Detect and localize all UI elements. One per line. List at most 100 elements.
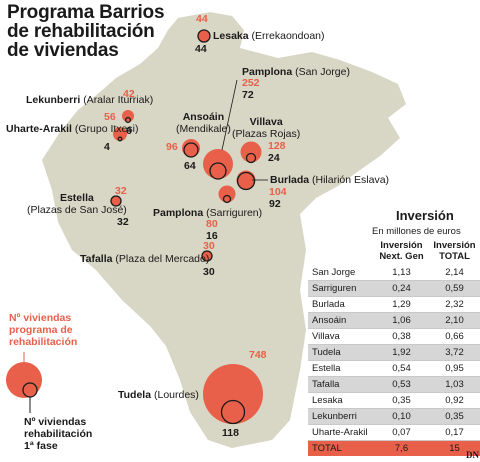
total-next-gen: 7,6 — [374, 440, 429, 456]
row-total: 2,14 — [429, 265, 480, 281]
row-total: 0,95 — [429, 360, 480, 377]
place-name: Ansoáin — [182, 111, 225, 123]
row-place: Burlada — [308, 296, 374, 313]
place-detail: (Plazas Rojas) — [232, 128, 301, 140]
tafalla-fase1-count: 30 — [203, 266, 215, 278]
header-next-gen: Inversión Next. Gen — [374, 239, 429, 265]
legend-programa: Nº viviendas programa de rehabilitación — [9, 312, 77, 348]
estella-label: Estella (Plazas de San José) — [27, 192, 127, 216]
lesaka-label: Lesaka (Errekaondoan) — [213, 30, 325, 42]
lekunberri-fase1-count: 6 — [126, 125, 132, 137]
bubble-villava — [240, 141, 262, 164]
tafalla-label: Tafalla (Plaza del Mercado) — [80, 253, 209, 265]
sarriguren-fase1-count: 16 — [206, 230, 218, 242]
burlada-programa-count: 104 — [269, 186, 287, 198]
uharte-arakil-fase1-count: 4 — [104, 141, 110, 153]
place-name: Pamplona — [242, 66, 293, 78]
row-total: 0,66 — [429, 328, 480, 345]
table-row: Villava 0,38 0,66 — [308, 328, 480, 345]
place-detail: (Errekaondoan) — [251, 30, 325, 42]
villava-fase1-count: 24 — [268, 152, 280, 164]
lekunberri-programa-count: 42 — [123, 88, 135, 100]
title-line: de viviendas — [7, 40, 119, 61]
row-next-gen: 0,53 — [374, 376, 429, 393]
place-detail: (Grupo Itxesi) — [74, 123, 139, 135]
row-total: 0,92 — [429, 392, 480, 409]
header-total: Inversión TOTAL — [429, 239, 480, 265]
row-place: Tudela — [308, 344, 374, 361]
table-row: Tafalla 0,53 1,03 — [308, 376, 480, 393]
table-row: Ansoáin 1,06 2,10 — [308, 312, 480, 329]
row-total: 0,35 — [429, 408, 480, 425]
table-row: Burlada 1,29 2,32 — [308, 296, 480, 313]
bubble-tudela — [203, 364, 263, 425]
san-jorge-programa-count: 252 — [242, 77, 260, 89]
uharte-arakil-programa-count: 56 — [104, 111, 116, 123]
source-logo: DN — [466, 450, 479, 460]
table-row: Uharte-Arakil 0,07 0,17 — [308, 424, 480, 441]
place-detail: (Sarriguren) — [206, 207, 263, 219]
table-row: San Jorge 1,13 2,14 — [308, 265, 480, 281]
row-place: Sarriguren — [308, 280, 374, 297]
place-name: Tudela — [118, 389, 152, 401]
row-next-gen: 0,10 — [374, 408, 429, 425]
legend-line: Nº viviendas — [9, 312, 72, 324]
legend-bubble — [6, 352, 42, 413]
row-place: Lekunberri — [308, 408, 374, 425]
table-row: Estella 0,54 0,95 — [308, 360, 480, 377]
sarriguren-programa-count: 80 — [206, 218, 218, 230]
tudela-fase1-count: 118 — [222, 427, 239, 439]
sarriguren-label: Pamplona (Sarriguren) — [153, 207, 262, 219]
legend-fase1: Nº viviendas rehabilitación 1ª fase — [24, 416, 92, 452]
tudela-label: Tudela (Lourdes) — [118, 389, 199, 401]
place-detail: (Aralar Iturriak) — [83, 94, 154, 106]
lesaka-fase1-count: 44 — [195, 43, 207, 55]
place-name: Lekunberri — [26, 94, 81, 106]
row-next-gen: 1,29 — [374, 296, 429, 313]
table-row: Tudela 1,92 3,72 — [308, 344, 480, 361]
place-name: Estella — [59, 192, 94, 204]
header-place — [308, 239, 374, 265]
lesaka-programa-count: 44 — [196, 13, 208, 25]
bubble-pamplona-sarriguren — [218, 185, 236, 204]
row-total: 2,10 — [429, 312, 480, 329]
place-detail: (Mendikale) — [176, 123, 231, 135]
row-next-gen: 1,13 — [374, 265, 429, 281]
place-detail: (Lourdes) — [153, 389, 199, 401]
legend-line: rehabilitación — [24, 428, 93, 440]
row-next-gen: 0,24 — [374, 280, 429, 297]
total-total: 15 — [429, 440, 480, 456]
ansoain-fase1-count: 64 — [184, 160, 196, 172]
uharte-arakil-label: Uharte-Arakil (Grupo Itxesi) — [6, 123, 138, 135]
header-line: Inversión — [380, 240, 423, 251]
san-jorge-label: Pamplona (San Jorge) — [242, 66, 350, 78]
ansoain-programa-count: 96 — [166, 141, 178, 153]
table-row: Lesaka 0,35 0,92 — [308, 392, 480, 409]
investment-title: Inversión — [396, 208, 454, 223]
title-line: Programa Barrios — [7, 2, 165, 23]
row-total: 0,59 — [429, 280, 480, 297]
table-row: Sarriguren 0,24 0,59 — [308, 280, 480, 297]
total-label: TOTAL — [308, 440, 374, 456]
row-total: 3,72 — [429, 344, 480, 361]
place-detail: (San Jorge) — [295, 66, 350, 78]
place-detail: (Plaza del Mercado) — [115, 253, 210, 265]
villava-programa-count: 128 — [268, 140, 286, 152]
bubble-ansoain — [182, 139, 200, 158]
bubble-uharte-arakil — [113, 127, 127, 142]
legend-line: rehabilitación — [9, 336, 78, 348]
legend-line: programa de — [9, 324, 73, 336]
row-next-gen: 0,07 — [374, 424, 429, 441]
row-place: Lesaka — [308, 392, 374, 409]
burlada-label: Burlada (Hilarión Eslava) — [270, 174, 389, 186]
investment-subtitle: En millones de euros — [372, 226, 461, 237]
legend-line: 1ª fase — [24, 440, 58, 452]
page-title: Programa Barrios de rehabilitación de vi… — [7, 2, 165, 61]
bubble-pamplona-san-jorge — [203, 149, 233, 180]
header-line: TOTAL — [439, 251, 470, 262]
estella-fase1-count: 32 — [117, 216, 129, 228]
row-place: Estella — [308, 360, 374, 377]
villava-label: Villava (Plazas Rojas) — [232, 116, 300, 140]
table-row: Lekunberri 0,10 0,35 — [308, 408, 480, 425]
